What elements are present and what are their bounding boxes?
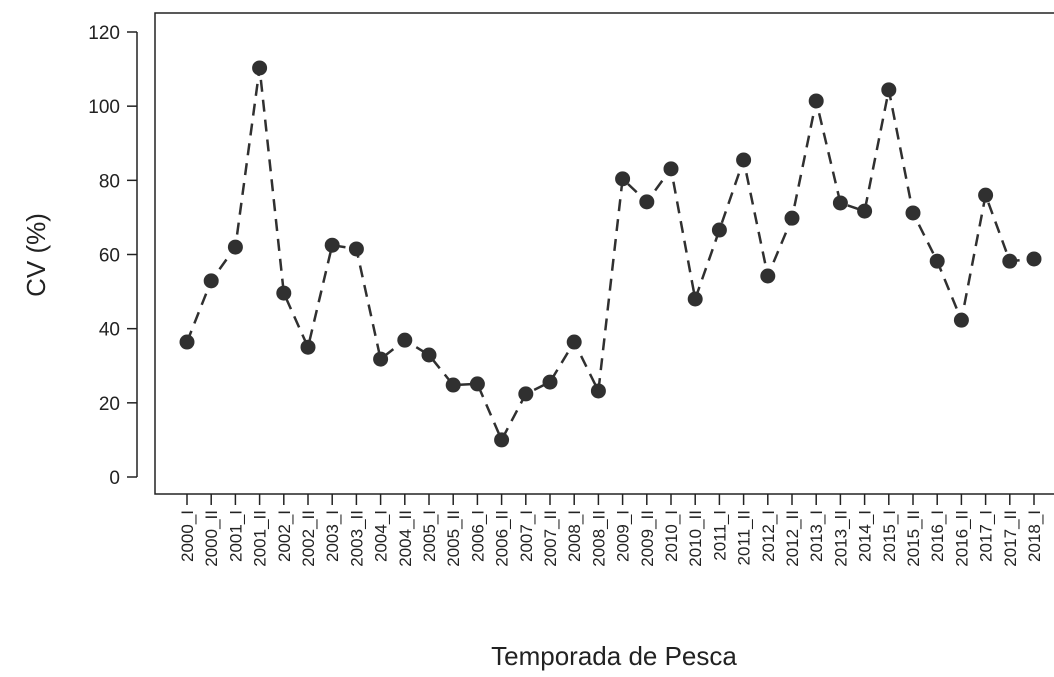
x-tick-label: 2012_II <box>783 510 802 567</box>
x-tick-label: 2003_II <box>347 510 366 567</box>
point <box>276 285 292 301</box>
plot-box <box>154 12 1054 495</box>
point <box>348 241 364 257</box>
x-tick-label: 2007_II <box>541 510 560 567</box>
series-line <box>185 67 1035 443</box>
y-tick-label: 40 <box>99 320 120 341</box>
x-tick-label: 2002_II <box>299 510 318 567</box>
x-tick-label: 2009_I <box>614 510 633 562</box>
x-tick-label: 2017_I <box>977 510 996 562</box>
x-tick-label: 2013_I <box>807 510 826 562</box>
x-axis-label: Temporada de Pesca <box>491 641 737 671</box>
x-tick-label: 2000_II <box>202 510 221 567</box>
point <box>324 237 340 253</box>
point <box>421 347 437 363</box>
x-tick-label: 2017_II <box>1001 510 1020 567</box>
x-tick-label: 2003_I <box>323 510 342 562</box>
point <box>1026 251 1042 267</box>
point <box>1002 253 1018 269</box>
point <box>832 195 848 211</box>
x-tick-label: 2008_I <box>565 510 584 562</box>
x-tick-label: 2009_II <box>638 510 657 567</box>
y-tick-label: 20 <box>99 394 120 415</box>
point <box>978 187 994 203</box>
x-tick-label: 2015_I <box>880 510 899 562</box>
point <box>857 203 873 219</box>
point <box>760 268 776 284</box>
point <box>203 273 219 289</box>
point <box>542 374 558 390</box>
point <box>615 171 631 187</box>
point <box>808 93 824 109</box>
x-tick-label: 2010_I <box>662 510 681 562</box>
x-tick-label: 2008_II <box>589 510 608 567</box>
x-tick-label: 2005_II <box>444 510 463 567</box>
x-tick-label: 2001_II <box>251 510 270 567</box>
point <box>905 205 921 221</box>
point <box>518 386 534 402</box>
y-tick-label: 100 <box>88 97 120 118</box>
point <box>252 60 268 76</box>
x-tick-label: 2011_II <box>735 510 754 565</box>
x-tick-label: 2013_II <box>831 510 850 567</box>
y-tick-label: 120 <box>88 23 120 44</box>
point <box>881 82 897 98</box>
x-tick-label: 2012_I <box>759 510 778 562</box>
point <box>736 152 752 168</box>
point <box>397 332 413 348</box>
point <box>179 334 195 350</box>
x-tick-label: 2018_I <box>1025 510 1044 562</box>
point <box>953 312 969 328</box>
x-tick-label: 2010_II <box>686 510 705 567</box>
y-axis-label: CV (%) <box>21 213 51 297</box>
y-tick-label: 60 <box>99 246 120 267</box>
x-tick-label: 2001_I <box>226 510 245 562</box>
point <box>227 239 243 255</box>
point <box>469 376 485 392</box>
point <box>929 253 945 269</box>
x-tick-label: 2006_I <box>468 510 487 562</box>
x-tick-label: 2002_I <box>275 510 294 562</box>
point <box>639 194 655 210</box>
x-tick-label: 2014_I <box>856 510 875 562</box>
point <box>445 377 461 393</box>
point <box>300 339 316 355</box>
x-tick-label: 2000_I <box>178 510 197 562</box>
point <box>784 210 800 226</box>
point <box>663 161 679 177</box>
point <box>494 432 510 448</box>
y-tick-label: 80 <box>99 171 120 192</box>
x-tick-label: 2016_II <box>952 510 971 567</box>
x-tick-label: 2006_II <box>493 510 512 567</box>
point <box>590 383 606 399</box>
x-tick-label: 2015_II <box>904 510 923 567</box>
point <box>711 222 727 238</box>
x-tick-label: 2007_I <box>517 510 536 562</box>
x-tick-label: 2005_I <box>420 510 439 562</box>
y-tick-label: 0 <box>109 468 120 489</box>
x-tick-label: 2004_II <box>396 510 415 567</box>
x-tick-label: 2004_I <box>372 510 391 562</box>
point <box>687 291 703 307</box>
x-tick-label: 2016_I <box>928 510 947 562</box>
point <box>373 351 389 367</box>
point <box>566 334 582 350</box>
x-tick-label: 2011_I <box>710 510 729 561</box>
